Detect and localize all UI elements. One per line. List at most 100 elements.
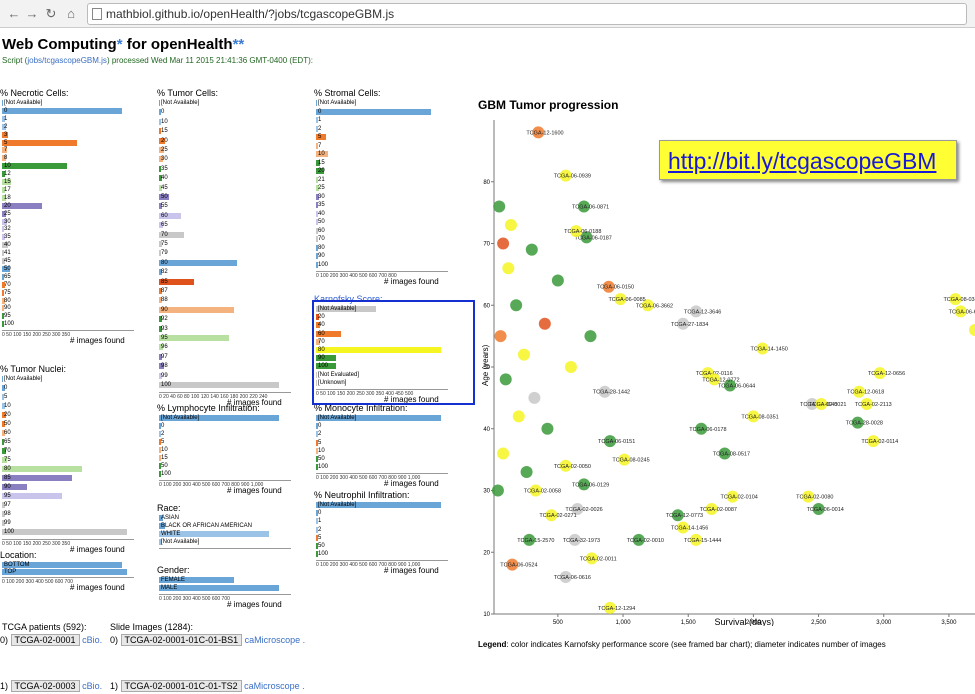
tumorcells-bar[interactable] bbox=[159, 147, 164, 153]
necrotic-bar-row[interactable]: 12 bbox=[2, 171, 134, 178]
neutrophil-bar-row[interactable]: [Not Available] bbox=[316, 502, 448, 508]
tumorcells-bar[interactable] bbox=[159, 241, 162, 247]
stromal-bar[interactable] bbox=[316, 100, 317, 106]
necrotic-bar[interactable] bbox=[2, 100, 3, 106]
tumornuclei-bar-row[interactable]: 80 bbox=[2, 466, 134, 472]
tumornuclei-bar[interactable] bbox=[2, 484, 27, 490]
necrotic-bar[interactable] bbox=[2, 131, 8, 138]
stromal-bar-row[interactable]: 20 bbox=[316, 168, 448, 174]
necrotic-bar-row[interactable]: 50 bbox=[2, 265, 134, 272]
necrotic-bar-row[interactable]: 1 bbox=[2, 115, 134, 122]
necrotic-bar[interactable] bbox=[2, 250, 4, 257]
necrotic-bar-row[interactable]: 3 bbox=[2, 131, 134, 138]
gender-bar-row[interactable]: FEMALE bbox=[159, 577, 291, 583]
stromal-bar-row[interactable]: 35 bbox=[316, 202, 448, 208]
monocyte-bar[interactable] bbox=[316, 447, 318, 454]
slide-id-field[interactable]: TCGA-02-0001-01C-01-BS1 bbox=[120, 634, 243, 646]
tumorcells-bar[interactable] bbox=[159, 269, 162, 276]
tumorcells-bar[interactable] bbox=[159, 372, 162, 379]
necrotic-bar[interactable] bbox=[2, 107, 122, 114]
slide-id-field[interactable]: TCGA-02-0001-01C-01-TS2 bbox=[120, 680, 242, 692]
necrotic-bar[interactable] bbox=[2, 171, 5, 178]
karnofsky-bar[interactable] bbox=[316, 306, 376, 312]
necrotic-bar[interactable] bbox=[2, 234, 5, 241]
tumorcells-bar-row[interactable]: 45 bbox=[159, 184, 291, 191]
data-point[interactable] bbox=[604, 435, 617, 448]
data-point[interactable] bbox=[677, 317, 690, 330]
camicroscope-link[interactable]: caMicroscope . bbox=[244, 635, 306, 645]
stromal-bar[interactable] bbox=[316, 159, 320, 166]
tumornuclei-bar-row[interactable]: 20 bbox=[2, 412, 134, 418]
stromal-bar[interactable] bbox=[316, 227, 318, 234]
data-point[interactable] bbox=[545, 509, 558, 522]
necrotic-bar-row[interactable]: 90 bbox=[2, 305, 134, 312]
necrotic-bar[interactable] bbox=[2, 194, 6, 201]
data-point[interactable] bbox=[577, 200, 590, 213]
tumornuclei-bar[interactable] bbox=[2, 466, 82, 472]
monocyte-bar[interactable] bbox=[316, 439, 318, 446]
stromal-bar[interactable] bbox=[316, 185, 319, 191]
tumornuclei-bar-row[interactable]: 75 bbox=[2, 457, 134, 463]
tumorcells-bar-row[interactable]: 87 bbox=[159, 288, 291, 294]
necrotic-bar-row[interactable]: 35 bbox=[2, 234, 134, 241]
data-point[interactable] bbox=[718, 447, 731, 460]
tumornuclei-bar[interactable] bbox=[2, 475, 72, 481]
stromal-bar-row[interactable]: 60 bbox=[316, 227, 448, 234]
back-icon[interactable]: ← bbox=[7, 6, 21, 21]
karnofsky-bar[interactable] bbox=[316, 314, 319, 321]
tumorcells-bar-row[interactable]: 93 bbox=[159, 325, 291, 332]
karnofsky-bar-row[interactable]: [Unknown] bbox=[316, 379, 448, 386]
necrotic-bar[interactable] bbox=[2, 210, 6, 217]
tumorcells-bar-row[interactable]: 98 bbox=[159, 363, 291, 370]
tumorcells-bar-row[interactable]: 79 bbox=[159, 250, 291, 257]
karnofsky-bar-row[interactable]: 40 bbox=[316, 322, 448, 329]
neutrophil-bar[interactable] bbox=[316, 510, 318, 517]
data-point[interactable] bbox=[632, 533, 645, 546]
tumornuclei-bar-row[interactable]: 70 bbox=[2, 448, 134, 454]
tumornuclei-bar[interactable] bbox=[2, 511, 5, 517]
tumorcells-bar-row[interactable]: 65 bbox=[159, 222, 291, 229]
tumornuclei-bar-row[interactable]: 65 bbox=[2, 439, 134, 445]
tumornuclei-bar[interactable] bbox=[2, 403, 5, 409]
neutrophil-bar-row[interactable]: 5 bbox=[316, 534, 448, 541]
data-point[interactable] bbox=[708, 373, 721, 386]
data-point[interactable] bbox=[598, 385, 611, 398]
karnofsky-bar[interactable] bbox=[316, 379, 317, 386]
necrotic-bar[interactable] bbox=[2, 115, 5, 122]
race-bar-row[interactable]: [Not Available] bbox=[159, 539, 291, 545]
data-point[interactable] bbox=[528, 391, 541, 404]
necrotic-bar-row[interactable]: 40 bbox=[2, 242, 134, 249]
tumorcells-bar-row[interactable]: 30 bbox=[159, 156, 291, 163]
stromal-bar[interactable] bbox=[316, 134, 326, 140]
tumorcells-bar-row[interactable]: 95 bbox=[159, 335, 291, 341]
karnofsky-bar-row[interactable]: 100 bbox=[316, 363, 448, 370]
necrotic-bar-row[interactable]: 25 bbox=[2, 210, 134, 217]
monocyte-bar-row[interactable]: 100 bbox=[316, 464, 448, 471]
stromal-bar-row[interactable]: 40 bbox=[316, 210, 448, 217]
data-point[interactable] bbox=[747, 410, 760, 423]
stromal-bar-row[interactable]: 100 bbox=[316, 261, 448, 268]
tumorcells-bar[interactable] bbox=[159, 184, 162, 191]
tumorcells-bar[interactable] bbox=[159, 100, 160, 106]
tumorcells-bar[interactable] bbox=[159, 128, 161, 135]
necrotic-bar-row[interactable]: 95 bbox=[2, 313, 134, 320]
tumorcells-bar[interactable] bbox=[159, 165, 161, 172]
stromal-bar-row[interactable]: 10 bbox=[316, 151, 448, 157]
tumorcells-bar[interactable] bbox=[159, 109, 161, 116]
stromal-bar[interactable] bbox=[316, 236, 318, 242]
karnofsky-bar[interactable] bbox=[316, 371, 317, 378]
necrotic-bar-row[interactable]: 2 bbox=[2, 123, 134, 130]
stromal-bar-row[interactable]: 7 bbox=[316, 142, 448, 149]
data-point[interactable] bbox=[705, 503, 718, 516]
data-point[interactable] bbox=[867, 435, 880, 448]
tumornuclei-bar[interactable] bbox=[2, 520, 5, 526]
karnofsky-bar[interactable] bbox=[316, 363, 336, 370]
lymphocyte-bar-row[interactable]: 10 bbox=[159, 447, 291, 453]
tumorcells-bar[interactable] bbox=[159, 175, 162, 182]
data-point[interactable] bbox=[852, 385, 865, 398]
karnofsky-bar[interactable] bbox=[316, 347, 441, 353]
data-point[interactable] bbox=[551, 274, 564, 287]
karnofsky-bar-row[interactable]: 60 bbox=[316, 330, 448, 337]
karnofsky-bar-row[interactable]: [Not Evaluated] bbox=[316, 371, 448, 378]
data-point[interactable] bbox=[677, 521, 690, 534]
